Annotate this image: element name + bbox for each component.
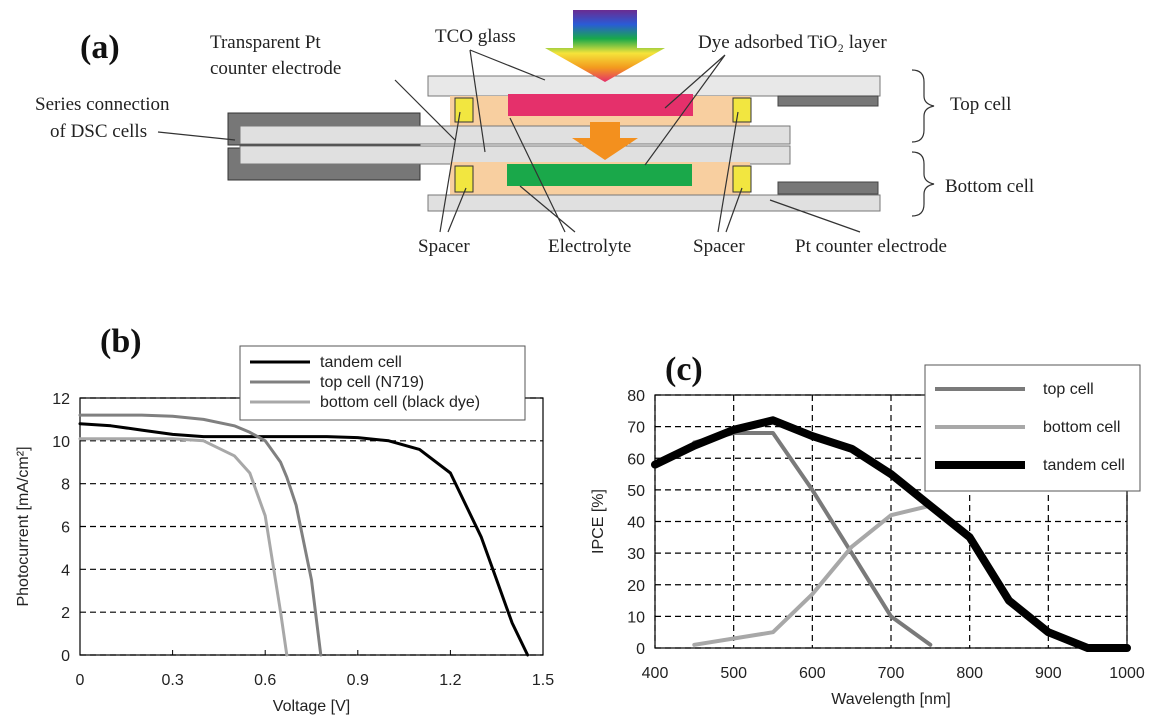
label: counter electrode [210, 58, 341, 79]
x-tick-label: 600 [799, 665, 826, 682]
y-tick-label: 0 [636, 641, 645, 658]
x-axis-label: Wavelength [nm] [831, 691, 950, 708]
brace [911, 69, 935, 143]
series-line [651, 416, 1131, 652]
y-tick-label: 80 [627, 388, 645, 405]
leader [394, 79, 456, 141]
spacer [732, 165, 752, 193]
light-arrow [572, 122, 638, 160]
label: of DSC cells [50, 121, 147, 142]
label: Pt counter electrode [795, 236, 947, 257]
dye-layer-top [508, 94, 693, 116]
y-tick-label: 70 [627, 420, 645, 437]
x-tick-label: 1.5 [532, 672, 554, 689]
label: TCO glass [435, 26, 516, 47]
brace [911, 151, 935, 217]
leader [439, 111, 467, 233]
tco-glass-top [427, 75, 881, 97]
y-tick-label: 30 [627, 546, 645, 563]
x-tick-label: 1000 [1109, 665, 1145, 682]
leader [644, 54, 726, 166]
y-tick-label: 2 [61, 605, 70, 622]
leader [469, 49, 546, 153]
glass-tco [239, 145, 791, 165]
leader [509, 117, 576, 233]
electrode-bottom [777, 181, 879, 195]
legend-label: tandem cell [320, 354, 402, 371]
electrode-top [777, 95, 879, 107]
legend-label: bottom cell (black dye) [320, 394, 480, 411]
leader [157, 131, 236, 141]
series-line [692, 503, 933, 647]
x-tick-label: 0.9 [347, 672, 369, 689]
y-axis-label: IPCE [%] [590, 489, 607, 554]
y-tick-label: 60 [627, 451, 645, 468]
y-tick-label: 0 [61, 648, 70, 665]
y-tick-label: 50 [627, 483, 645, 500]
panel-label: (b) [100, 323, 142, 360]
x-tick-label: 700 [878, 665, 905, 682]
spacer [454, 97, 474, 123]
x-tick-label: 900 [1035, 665, 1062, 682]
legend-label: top cell [1043, 381, 1094, 398]
label: Dye adsorbed TiO₂ layer [698, 32, 887, 53]
spacer [732, 97, 752, 123]
panel-label: (c) [665, 351, 703, 388]
y-tick-label: 8 [61, 477, 70, 494]
leader [769, 199, 861, 233]
series-line [78, 413, 323, 657]
x-tick-label: 1.2 [439, 672, 461, 689]
leader [717, 111, 743, 233]
series-line [78, 422, 530, 657]
y-tick-label: 10 [52, 434, 70, 451]
x-tick-label: 400 [642, 665, 669, 682]
label: Top cell [950, 94, 1011, 115]
panel-label: (a) [80, 29, 120, 66]
x-tick-label: 0 [76, 672, 85, 689]
diagram: (a) Transparent Pt counter electrode TCO… [35, 10, 1034, 257]
label: Spacer [418, 236, 470, 257]
y-tick-label: 10 [627, 609, 645, 626]
light-arrow [545, 10, 665, 82]
label: Transparent Pt [210, 32, 321, 53]
x-tick-label: 800 [956, 665, 983, 682]
label: Series connection [35, 94, 170, 115]
y-tick-label: 4 [61, 562, 70, 579]
series-line [78, 437, 289, 657]
dye-layer-bottom [507, 164, 692, 186]
legend-label: bottom cell [1043, 419, 1120, 436]
x-tick-label: 0.6 [254, 672, 276, 689]
legend-label: top cell (N719) [320, 374, 424, 391]
label: Electrolyte [548, 236, 631, 257]
x-tick-label: 500 [720, 665, 747, 682]
y-tick-label: 20 [627, 578, 645, 595]
y-tick-label: 12 [52, 391, 70, 408]
y-tick-label: 6 [61, 520, 70, 537]
legend-label: tandem cell [1043, 457, 1125, 474]
glass-pt [239, 125, 791, 145]
y-axis-label: Photocurrent [mA/cm²] [15, 446, 32, 606]
spacer [454, 165, 474, 193]
label: Spacer [693, 236, 745, 257]
glass-bottom [427, 194, 881, 212]
y-tick-label: 40 [627, 515, 645, 532]
x-axis-label: Voltage [V] [273, 698, 350, 715]
x-tick-label: 0.3 [161, 672, 183, 689]
label: Bottom cell [945, 176, 1034, 197]
